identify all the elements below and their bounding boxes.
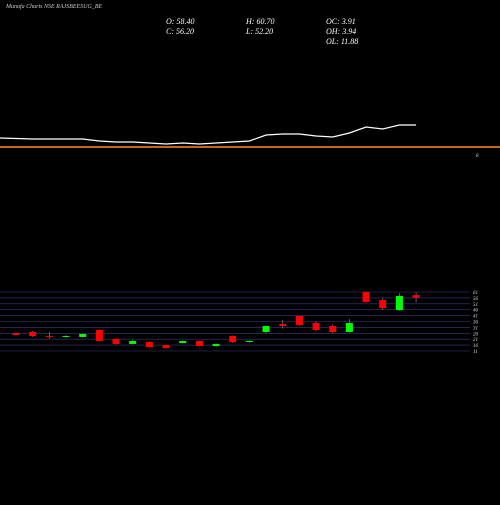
candle-body: [312, 323, 320, 330]
line-series: [0, 124, 417, 145]
y-tick-label: 31: [473, 326, 478, 331]
candle-body: [245, 340, 253, 343]
y-tick-label: 46: [473, 309, 479, 314]
candle-body: [29, 332, 37, 337]
y-tick-label: 41: [473, 315, 478, 320]
candle-body: [379, 300, 387, 309]
y-tick-label: 11: [473, 350, 478, 355]
stat: O: 58.40: [166, 17, 194, 26]
candle-body: [129, 340, 137, 344]
candle-body: [295, 315, 303, 326]
candle-body: [262, 325, 270, 333]
stat: H: 60.70: [245, 17, 274, 26]
y-tick-label: 61: [473, 291, 478, 296]
candle-body: [179, 340, 187, 343]
candle-body: [95, 329, 103, 341]
candle-body: [45, 336, 53, 338]
candle-body: [329, 325, 337, 333]
candle-body: [145, 342, 153, 348]
candle-body: [212, 344, 220, 347]
chart-title: Munafa Charts NSE RAJSBEESUG_BE: [5, 3, 102, 10]
candle-body: [162, 344, 170, 349]
candle-body: [345, 323, 353, 333]
y-tick-label: 8: [476, 154, 479, 159]
y-tick-label: 36: [473, 321, 479, 326]
y-tick-label: 21: [473, 338, 478, 343]
candle-body: [362, 292, 370, 303]
y-tick-label: 51: [473, 303, 478, 308]
stat: OL: 11.88: [326, 37, 358, 46]
y-tick-label: 56: [473, 297, 479, 302]
candle-body: [62, 336, 70, 338]
stat: OC: 3.91: [326, 17, 356, 26]
candle-body: [195, 340, 203, 347]
candle-body: [12, 332, 20, 335]
candle-body: [412, 295, 420, 298]
candle-body: [79, 334, 87, 337]
stat: L: 52.20: [245, 27, 273, 36]
candle-body: [279, 323, 287, 326]
y-tick-label: 16: [473, 344, 479, 349]
candle-body: [229, 336, 237, 343]
candle-body: [395, 296, 403, 311]
stat: OH: 3.94: [326, 27, 356, 36]
stat: C: 56.20: [166, 27, 194, 36]
y-tick-label: 26: [473, 332, 479, 337]
candle-body: [112, 338, 120, 344]
